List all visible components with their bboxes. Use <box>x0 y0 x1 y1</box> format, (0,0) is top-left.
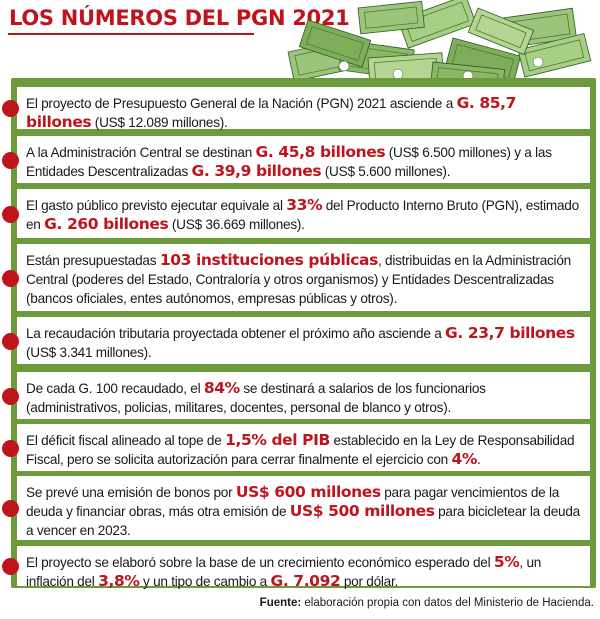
fact-highlight: G. 23,7 billones <box>445 324 575 342</box>
fact-item: De cada G. 100 recaudado, el 84% se dest… <box>17 372 590 419</box>
fact-highlight: 5% <box>493 553 520 571</box>
fact-text: El déficit fiscal alineado al tope de <box>26 433 226 448</box>
fact-text: y un tipo de cambio a <box>139 574 271 589</box>
fact-highlight: 3,8% <box>98 572 140 590</box>
fact-text: De cada G. 100 recaudado, el <box>26 381 204 396</box>
red-dot-icon <box>2 152 19 169</box>
fact-item: La recaudación tributaria proyectada obt… <box>17 317 590 364</box>
fact-highlight: 84% <box>203 379 240 397</box>
source-text: elaboración propia con datos del Ministe… <box>301 597 594 609</box>
fact-text: (US$ 3.341 millones). <box>26 345 152 360</box>
fact-text: El proyecto se elaboró sobre la base de … <box>26 555 494 570</box>
fact-item: Están presupuestadas 103 instituciones p… <box>17 244 590 311</box>
fact-text: se destinará a salarios de los funcionar… <box>26 381 486 415</box>
fact-item: El proyecto se elaboró sobre la base de … <box>17 546 590 590</box>
fact-highlight: G. 85,7 billones <box>26 94 517 131</box>
fact-text: para bicicletear la deuda a vencer en 20… <box>26 504 580 538</box>
title-underline <box>8 33 254 35</box>
red-dot-icon <box>2 558 19 575</box>
fact-item: El proyecto de Presupuesto General de la… <box>17 87 590 131</box>
fact-text: La recaudación tributaria proyectada obt… <box>26 326 446 341</box>
fact-text: , un inflación del <box>26 555 542 589</box>
red-dot-icon <box>2 100 19 117</box>
fact-text: para pagar vencimientos de la deuda y fi… <box>26 485 560 519</box>
fact-item: El déficit fiscal alineado al tope de 1,… <box>17 424 590 471</box>
fact-highlight: G. 260 billones <box>44 215 169 233</box>
fact-text: establecido en la Ley de Responsabilidad… <box>26 433 575 467</box>
fact-text: (US$ 5.600 millones). <box>321 164 451 179</box>
fact-text: del Producto Interno Bruto (PGN), estima… <box>26 198 579 232</box>
fact-text: . <box>477 452 481 467</box>
fact-text: (US$ 12.089 millones). <box>91 115 228 130</box>
red-dot-icon <box>2 388 19 405</box>
fact-highlight: G. 45,8 billones <box>255 143 386 161</box>
fact-text: Se prevé una emisión de bonos por <box>26 485 236 500</box>
fact-item: El gasto público previsto ejecutar equiv… <box>17 189 590 238</box>
red-dot-icon <box>2 440 19 457</box>
fact-item: A la Administración Central se destinan … <box>17 136 590 183</box>
fact-highlight: US$ 500 millones <box>289 502 435 520</box>
fact-text: , distribuidas en la Administración Cent… <box>26 253 571 306</box>
page-title: LOS NÚMEROS DEL PGN 2021 <box>9 6 350 30</box>
fact-text: (US$ 36.669 millones). <box>168 217 305 232</box>
fact-highlight: G. 39,9 billones <box>191 162 322 180</box>
red-dot-icon <box>2 333 19 350</box>
fact-text: Están presupuestadas <box>26 253 160 268</box>
red-dot-icon <box>2 500 19 517</box>
fact-highlight: 4% <box>451 450 478 468</box>
fact-highlight: 103 instituciones públicas <box>159 251 379 269</box>
fact-highlight: US$ 600 millones <box>235 483 381 501</box>
fact-text: por dólar. <box>340 574 399 589</box>
red-dot-icon <box>2 270 19 287</box>
fact-item: Se prevé una emisión de bonos por US$ 60… <box>17 476 590 540</box>
fact-highlight: G. 7.092 <box>270 572 341 590</box>
source-note: Fuente: elaboración propia con datos del… <box>260 597 594 609</box>
fact-text: A la Administración Central se destinan <box>26 145 256 160</box>
source-label: Fuente: <box>259 597 302 609</box>
fact-text: (US$ 6.500 millones) y a las Entidades D… <box>26 145 552 179</box>
fact-text: El proyecto de Presupuesto General de la… <box>26 96 457 111</box>
fact-text: El gasto público previsto ejecutar equiv… <box>26 198 287 213</box>
fact-highlight: 1,5% del PIB <box>225 431 330 449</box>
red-dot-icon <box>2 206 19 223</box>
fact-highlight: 33% <box>286 196 323 214</box>
